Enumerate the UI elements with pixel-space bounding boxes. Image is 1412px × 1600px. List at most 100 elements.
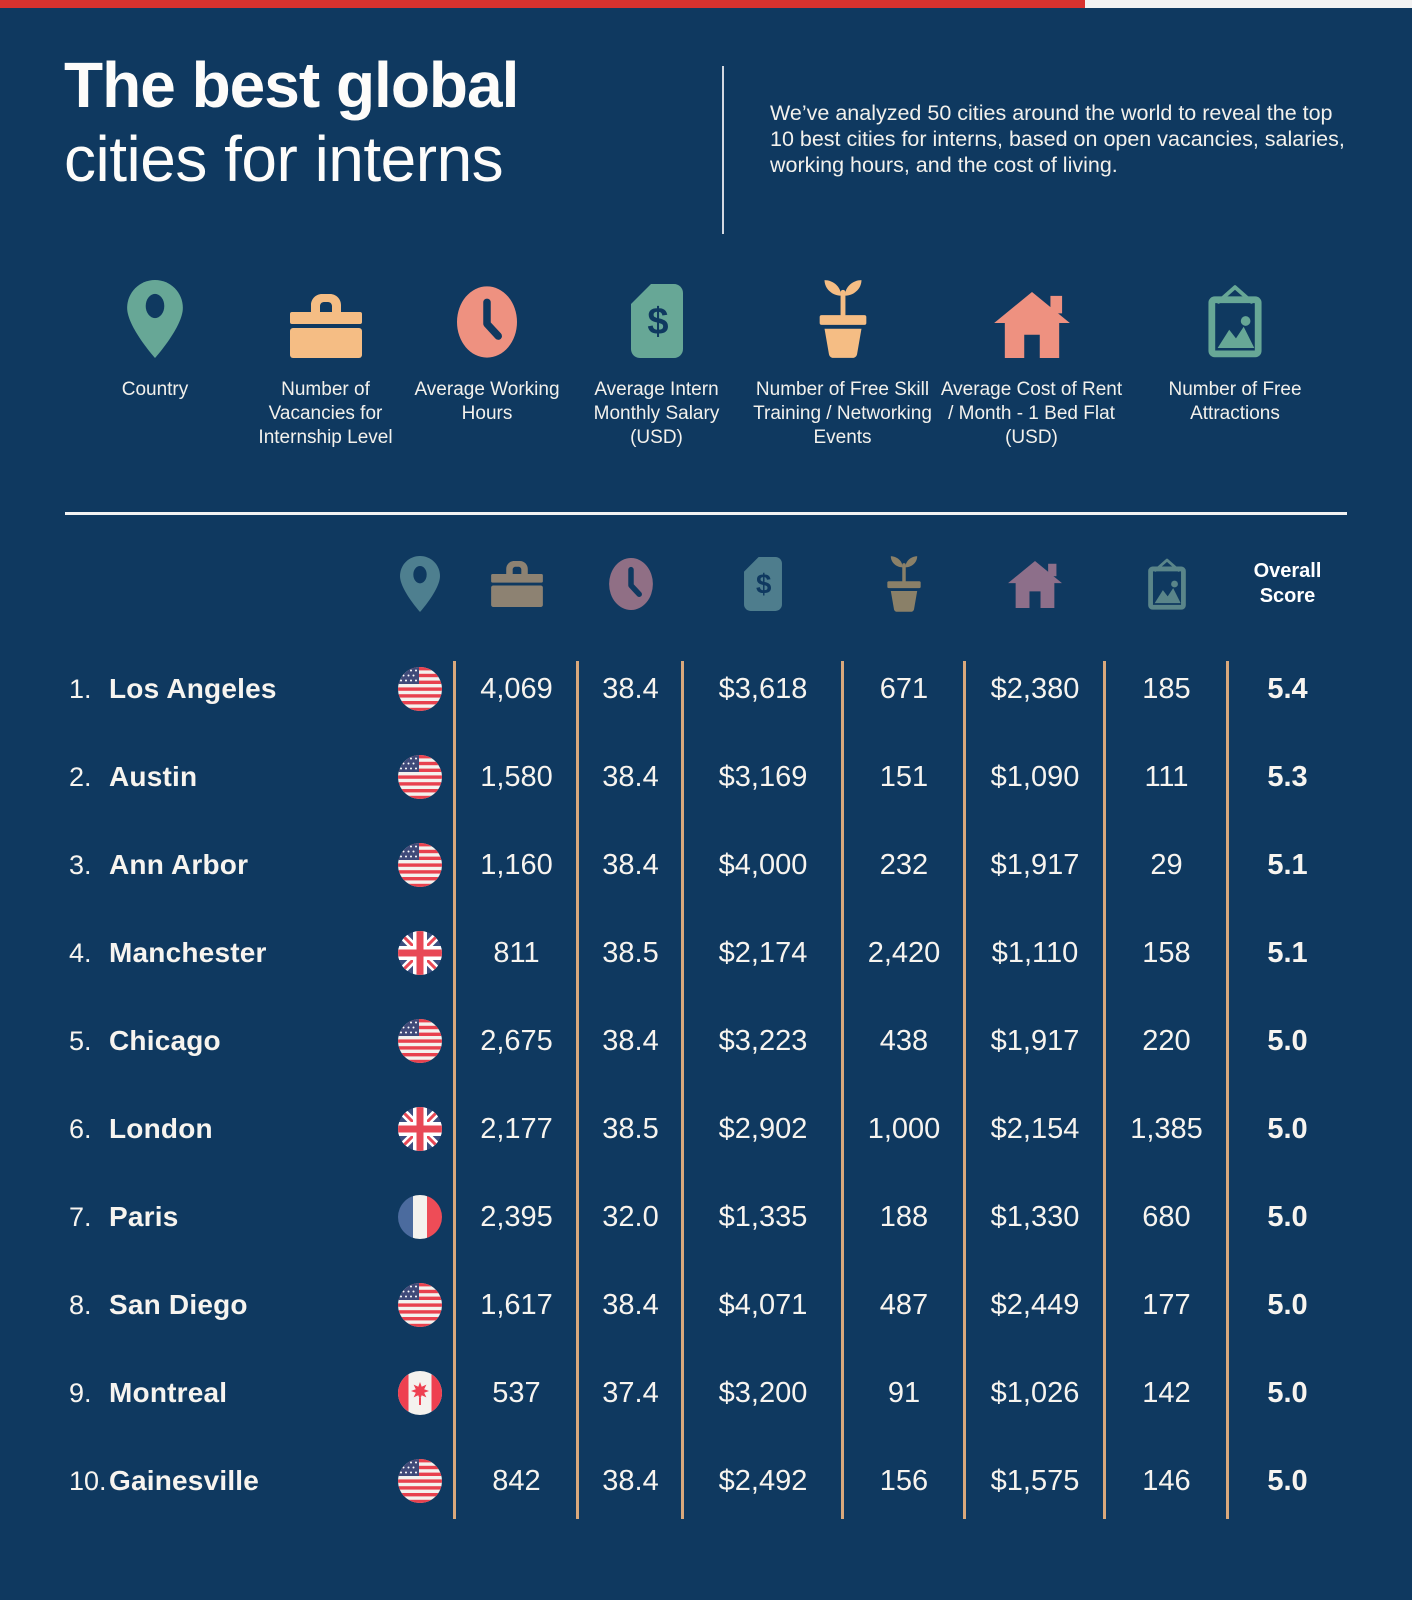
vacancies-value: 2,177: [480, 1112, 553, 1145]
hours-value: 38.4: [602, 1024, 659, 1057]
salary-value: $3,200: [718, 1376, 808, 1409]
hours-value: 38.4: [602, 1288, 659, 1321]
rent-value: $1,110: [991, 936, 1079, 969]
rank: 7.: [69, 1202, 92, 1232]
salary-value: $2,902: [718, 1112, 808, 1145]
price-tag-icon: [744, 557, 782, 611]
salary-value: $4,071: [718, 1288, 808, 1321]
vacancies-value: 2,395: [480, 1200, 553, 1233]
salary-value: $4,000: [718, 848, 808, 881]
column-divider: [841, 661, 844, 1519]
legend-item-salary: Average Intern Monthly Salary (USD): [568, 270, 745, 450]
table-row: 3. Ann Arbor 1,160 38.4 $4,000 232 $1,917…: [65, 821, 1347, 909]
country-flag: [385, 1107, 455, 1151]
table-body: 1. Los Angeles 4,069 38.4 $3,618 671 $2,3…: [65, 645, 1347, 1525]
briefcase-icon: [290, 294, 362, 358]
table-row: 5. Chicago 2,675 38.4 $3,223 438 $1,917 2…: [65, 997, 1347, 1085]
progress-fill: [0, 0, 1085, 8]
plant-icon: [808, 280, 878, 358]
city-name: Paris: [109, 1201, 179, 1232]
overall-score-value: 5.0: [1267, 1464, 1308, 1497]
events-value: 438: [879, 1024, 929, 1057]
hours-value: 37.4: [602, 1376, 659, 1409]
table-row: 10. Gainesville 842 38.4 $2,492 156 $1,57…: [65, 1437, 1347, 1525]
events-value: 151: [879, 760, 929, 793]
rank: 9.: [69, 1378, 92, 1408]
column-divider: [1103, 661, 1106, 1519]
column-divider: [963, 661, 966, 1519]
vacancies-value: 4,069: [480, 672, 553, 705]
rank: 4.: [69, 938, 92, 968]
page-title: The best global cities for interns: [64, 48, 519, 196]
rank: 1.: [69, 674, 92, 704]
vacancies-value: 1,160: [480, 848, 553, 881]
legend-item-attractions: Number of Free Attractions: [1123, 270, 1347, 450]
horizontal-divider: [65, 512, 1347, 515]
overall-score-value: 5.4: [1267, 672, 1308, 705]
country-flag: [385, 1195, 455, 1239]
hours-value: 38.4: [602, 760, 659, 793]
legend-label: Country: [121, 379, 189, 400]
events-value: 156: [879, 1464, 929, 1497]
legend-item-events: Number of Free Skill Training / Networki…: [745, 270, 940, 450]
picture-frame-icon: [1207, 284, 1263, 358]
house-icon: [994, 292, 1070, 358]
attractions-value: 680: [1142, 1200, 1191, 1233]
pin-icon: [127, 280, 183, 358]
hours-value: 38.5: [602, 1112, 659, 1145]
salary-value: $2,492: [718, 1464, 808, 1497]
city-name: London: [109, 1113, 213, 1144]
rank: 2.: [69, 762, 92, 792]
table-row: 4. Manchester 811 38.5 $2,174 2,420 $1,11…: [65, 909, 1347, 997]
legend-label: Average Cost of Rent / Month - 1 Bed Fla…: [940, 379, 1123, 448]
hours-value: 32.0: [602, 1200, 659, 1233]
table-row: 7. Paris 2,395 32.0 $1,335 188 $1,330 680…: [65, 1173, 1347, 1261]
overall-score-value: 5.0: [1267, 1200, 1308, 1233]
city-name: Montreal: [109, 1377, 228, 1408]
title-divider: [722, 66, 724, 234]
subtitle: We’ve analyzed 50 cities around the worl…: [770, 101, 1345, 178]
salary-value: $3,169: [718, 760, 808, 793]
table-row: 9. Montreal 537 37.4 $3,200 91 $1,026 142…: [65, 1349, 1347, 1437]
clock-icon: [457, 286, 517, 358]
hours-value: 38.4: [602, 1464, 659, 1497]
legend-item-vacancies: Number of Vacancies for Internship Level: [245, 270, 406, 450]
rent-value: $1,917: [990, 848, 1080, 881]
city-name: Los Angeles: [109, 673, 277, 704]
column-divider: [453, 661, 456, 1519]
rank: 8.: [69, 1290, 92, 1320]
house-icon: [1008, 561, 1062, 608]
overall-score-value: 5.0: [1267, 1288, 1308, 1321]
salary-value: $1,335: [718, 1200, 808, 1233]
country-flag: [385, 1019, 455, 1063]
overall-score-value: 5.3: [1267, 760, 1308, 793]
vacancies-value: 1,617: [480, 1288, 553, 1321]
events-value: 1,000: [867, 1112, 941, 1145]
price-tag-icon: [631, 284, 683, 358]
overall-score-header: Overall Score: [1253, 560, 1322, 607]
table-header: Overall Score: [65, 540, 1347, 628]
hours-value: 38.4: [602, 672, 659, 705]
attractions-value: 158: [1142, 936, 1191, 969]
vacancies-value: 537: [492, 1376, 541, 1409]
hours-value: 38.5: [602, 936, 659, 969]
attractions-value: 146: [1142, 1464, 1191, 1497]
country-flag: [385, 1371, 455, 1415]
rent-value: $1,330: [990, 1200, 1080, 1233]
legend-item-rent: Average Cost of Rent / Month - 1 Bed Fla…: [940, 270, 1123, 450]
column-divider: [1226, 661, 1229, 1519]
vacancies-value: 2,675: [480, 1024, 553, 1057]
top-progress-bar: [0, 0, 1412, 8]
country-flag: [385, 755, 455, 799]
country-flag: [385, 1459, 455, 1503]
plant-icon: [879, 556, 929, 612]
attractions-value: 177: [1142, 1288, 1191, 1321]
legend-item-country: Country: [65, 270, 245, 450]
city-name: Gainesville: [109, 1465, 260, 1496]
briefcase-icon: [491, 561, 543, 607]
legend-label: Average Intern Monthly Salary (USD): [593, 379, 720, 448]
attractions-value: 111: [1144, 760, 1189, 793]
vacancies-value: 1,580: [480, 760, 553, 793]
country-flag: [385, 667, 455, 711]
